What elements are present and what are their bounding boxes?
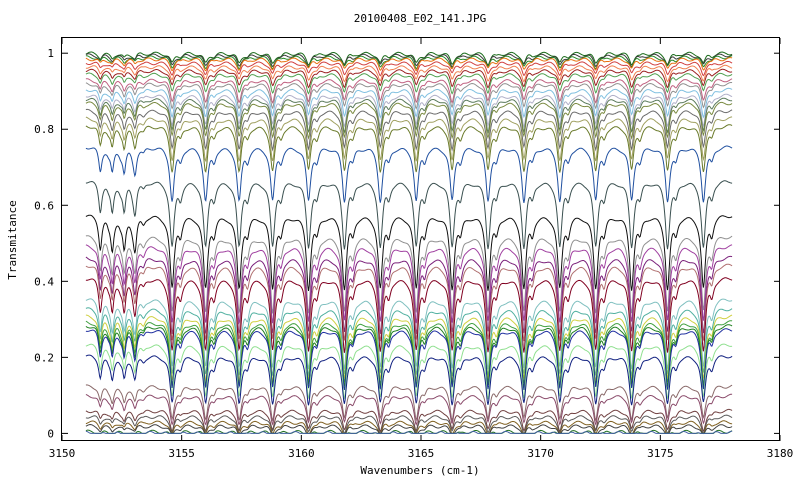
spectrum-series-line [85, 145, 733, 203]
spectrum-series-line [85, 57, 733, 72]
spectrum-series-line [85, 93, 733, 128]
spectrum-series-line [85, 87, 733, 119]
spectrum-series-line [85, 180, 733, 250]
spectrum-series-line [85, 277, 733, 353]
series-group [85, 51, 733, 435]
x-tick-label: 3180 [767, 447, 794, 460]
spectrum-series-line [85, 393, 733, 427]
spectrum-series-line [85, 101, 733, 140]
x-tick-label: 3175 [647, 447, 674, 460]
x-axis-ticks: 3150 3155 3160 3165 3170 3175 3180 [49, 38, 794, 460]
y-tick-label: 0 [47, 427, 54, 440]
spectrum-series-line [85, 244, 733, 325]
x-tick-label: 3165 [408, 447, 435, 460]
spectrum-series-line [85, 328, 733, 390]
spectrum-series-line [85, 82, 733, 110]
x-axis-label: Wavenumbers (cm-1) [360, 464, 479, 477]
spectrum-series-line [85, 298, 733, 370]
spectrum-series-line [85, 354, 733, 406]
chart-title: 20100408_E02_141.JPG [354, 12, 486, 25]
spectrum-series-line [85, 78, 733, 104]
y-axis-ticks: 0 0.2 0.4 0.6 0.8 1 [34, 47, 780, 440]
spectrum-series-line [85, 408, 733, 433]
spectrum-series-line [85, 263, 733, 342]
spectrum-series-line [85, 423, 733, 434]
spectrum-series-line [85, 307, 733, 377]
spectrum-series-line [85, 384, 733, 422]
y-tick-label: 0.4 [34, 275, 54, 288]
spectrum-series-line [85, 430, 733, 434]
y-tick-label: 0.6 [34, 199, 54, 212]
spectrum-series-line [85, 64, 733, 83]
spectrum-series-line [85, 235, 733, 314]
spectrum-series-line [85, 214, 733, 291]
x-tick-label: 3160 [288, 447, 315, 460]
y-tick-label: 1 [47, 47, 54, 60]
x-tick-label: 3155 [168, 447, 195, 460]
spectrum-series-line [85, 68, 733, 89]
spectrum-series-line [85, 255, 733, 335]
spectrum-series-line [85, 108, 733, 152]
y-axis-label: Transmitance [6, 200, 19, 279]
spectrum-series-line [85, 420, 733, 435]
x-tick-label: 3170 [527, 447, 554, 460]
spectrum-series-line [85, 314, 733, 383]
spectrum-series-line [85, 116, 733, 163]
x-tick-label: 3150 [49, 447, 76, 460]
spectrum-series-line [85, 343, 733, 400]
y-tick-label: 0.2 [34, 351, 54, 364]
spectrum-series-line [85, 60, 733, 77]
spectrum-series-line [85, 414, 733, 435]
spectrum-series-line [85, 124, 733, 173]
spectrum-series-line [85, 97, 733, 134]
spectrum-series-line [85, 324, 733, 388]
spectrum-series-line [85, 53, 733, 68]
spectrum-series-line [85, 72, 733, 95]
spectrum-series-line [85, 320, 733, 387]
y-tick-label: 0.8 [34, 123, 54, 136]
